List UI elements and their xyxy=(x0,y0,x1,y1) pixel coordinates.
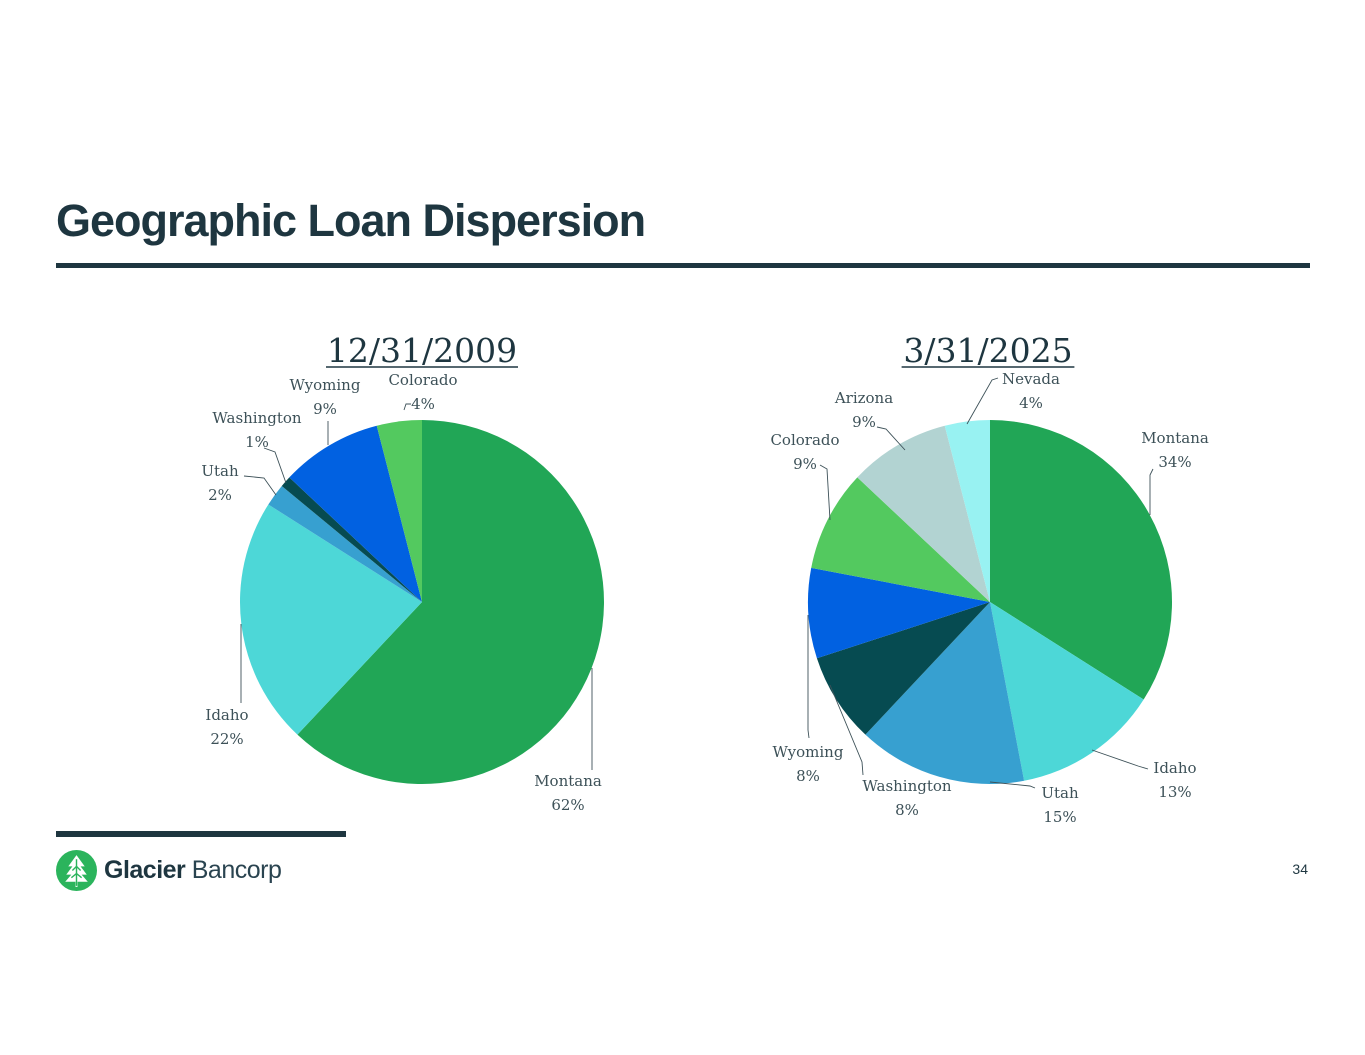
footer-divider xyxy=(56,831,346,837)
leader-line-2-idaho xyxy=(1091,749,1149,770)
leader-line-2-nevada xyxy=(966,377,999,425)
slice-value-1-wyoming: 9% xyxy=(313,400,337,418)
logo-wordmark: Glacier Bancorp xyxy=(104,850,282,890)
logo-name-bold: Glacier xyxy=(104,856,186,884)
slice-label-2-wyoming: Wyoming xyxy=(773,743,844,761)
slice-label-1-idaho: Idaho xyxy=(205,706,248,724)
slice-value-2-arizona: 9% xyxy=(852,413,876,431)
slice-value-1-utah: 2% xyxy=(208,486,232,504)
title-divider xyxy=(56,263,1310,268)
leader-line-1-washington xyxy=(263,447,287,484)
pie-slice-1-montana xyxy=(297,420,605,784)
pie-slice-1-colorado xyxy=(376,420,422,602)
slice-label-2-montana: Montana xyxy=(1141,429,1209,447)
pie-slice-1-utah xyxy=(268,485,422,602)
pie-slice-2-montana xyxy=(990,419,1173,700)
pie-slice-2-utah xyxy=(865,602,1025,785)
pie-slice-1-wyoming xyxy=(289,425,422,602)
pie-chart-2: 3/31/2025 Montana 34% Idaho 13% Utah 15% Washin… xyxy=(770,331,1208,826)
slice-label-2-arizona: Arizona xyxy=(834,389,893,407)
chart-title-1: 12/31/2009 xyxy=(327,331,517,370)
slice-label-1-wyoming: Wyoming xyxy=(290,376,361,394)
pie-slice-2-colorado xyxy=(811,477,990,602)
slice-value-2-montana: 34% xyxy=(1158,453,1191,471)
glacier-bancorp-logo: Glacier Bancorp xyxy=(56,849,282,891)
slice-value-1-colorado: 4% xyxy=(411,395,435,413)
pie-slice-1-idaho xyxy=(239,504,422,735)
leader-line-2-arizona xyxy=(876,426,906,451)
pie-chart-1: 12/31/2009 Montana 62% Idaho 22% Utah 2% Washin… xyxy=(201,331,605,814)
pie-slice-2-washington xyxy=(816,602,990,735)
slice-value-2-colorado: 9% xyxy=(793,455,817,473)
slice-value-2-wyoming: 8% xyxy=(796,767,820,785)
chart-title-2: 3/31/2025 xyxy=(903,331,1072,370)
slice-label-1-utah: Utah xyxy=(201,462,239,480)
leader-line-2-washington xyxy=(829,684,864,776)
leader-line-2-wyoming xyxy=(807,615,810,739)
slice-label-2-colorado: Colorado xyxy=(770,431,839,449)
slice-label-2-utah: Utah xyxy=(1041,784,1079,802)
slice-label-1-colorado: Colorado xyxy=(388,371,457,389)
leader-line-1-utah xyxy=(243,475,277,496)
slice-value-1-washington: 1% xyxy=(245,433,269,451)
slice-value-2-idaho: 13% xyxy=(1158,783,1191,801)
slice-value-2-nevada: 4% xyxy=(1019,394,1043,412)
slice-label-2-idaho: Idaho xyxy=(1153,759,1196,777)
page-number: 34 xyxy=(1292,861,1308,877)
pie-slice-2-idaho xyxy=(990,602,1144,781)
slice-value-2-utah: 15% xyxy=(1043,808,1076,826)
tree-icon xyxy=(56,849,97,891)
page-title: Geographic Loan Dispersion xyxy=(56,195,646,246)
slice-value-1-montana: 62% xyxy=(551,796,584,814)
leader-line-2-montana xyxy=(1149,468,1154,515)
slice-label-1-washington: Washington xyxy=(212,409,302,427)
pie-slice-2-nevada xyxy=(944,420,990,602)
pie-slice-2-arizona xyxy=(857,425,990,602)
leader-line-2-colorado xyxy=(819,464,831,521)
slice-label-1-montana: Montana xyxy=(534,772,602,790)
slice-value-2-washington: 8% xyxy=(895,801,919,819)
leader-line-2-utah xyxy=(989,781,1036,789)
slice-label-2-nevada: Nevada xyxy=(1002,370,1060,388)
pie-slice-1-washington xyxy=(281,477,422,602)
slice-label-2-washington: Washington xyxy=(862,777,952,795)
slice-value-1-idaho: 22% xyxy=(210,730,243,748)
logo-name-light: Bancorp xyxy=(191,856,282,884)
leader-line-1-colorado xyxy=(403,403,411,411)
pie-slice-2-wyoming xyxy=(807,567,990,659)
